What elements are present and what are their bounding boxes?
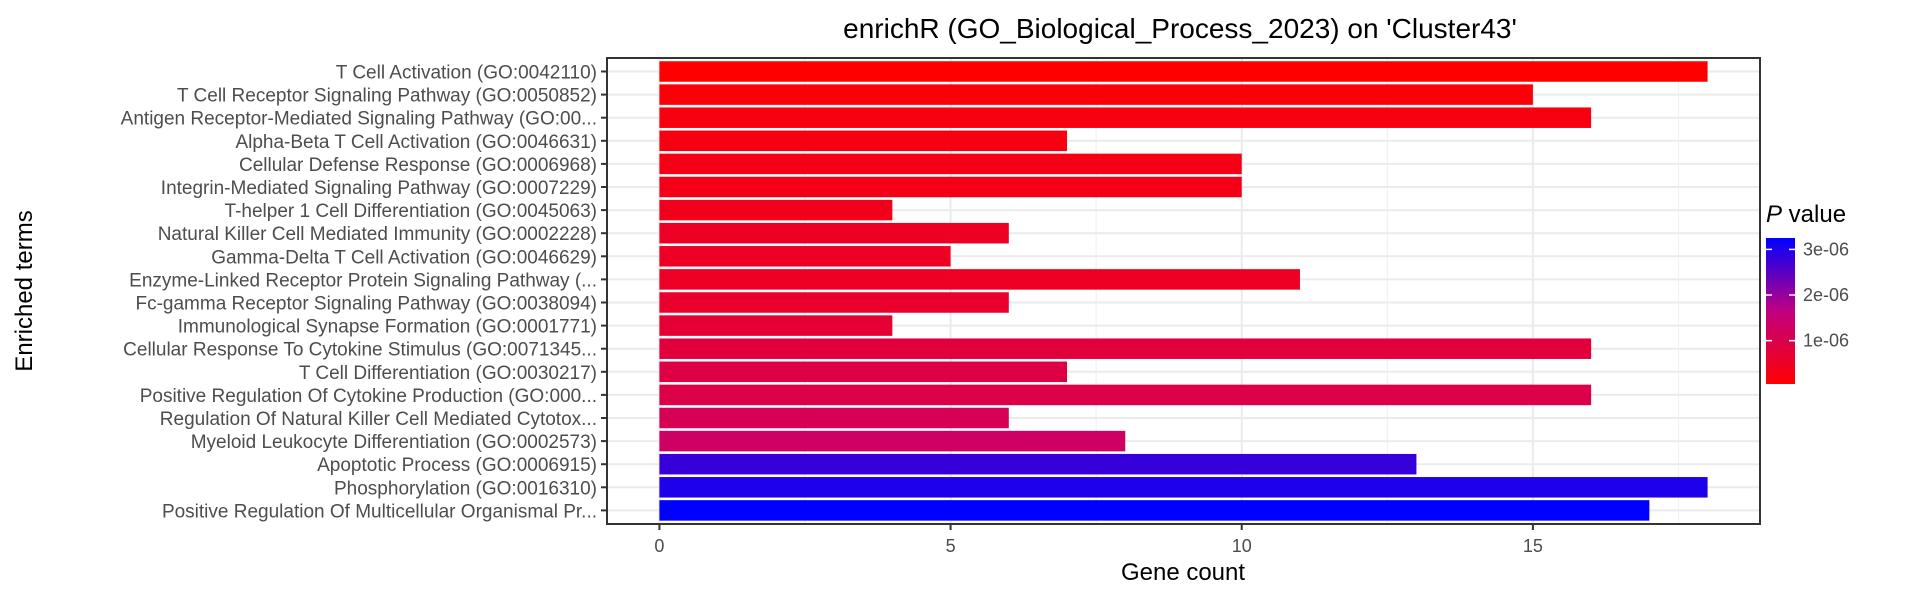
x-axis-title: Gene count xyxy=(1121,559,1245,586)
bar-layer xyxy=(659,61,1708,521)
y-tick-label-12: Cellular Response To Cytokine Stimulus (… xyxy=(123,340,597,361)
y-tick-label-9: Enzyme-Linked Receptor Protein Signaling… xyxy=(129,270,597,291)
bar-1 xyxy=(659,84,1533,105)
x-tick-label-0: 0 xyxy=(654,536,664,556)
x-tick-label-3: 15 xyxy=(1523,536,1543,556)
y-tick-label-3: Alpha-Beta T Cell Activation (GO:0046631… xyxy=(235,132,597,153)
y-tick-label-4: Cellular Defense Response (GO:0006968) xyxy=(239,155,597,176)
legend-label-1: 2e-06 xyxy=(1803,285,1849,305)
y-tick-label-0: T Cell Activation (GO:0042110) xyxy=(336,63,597,84)
y-tick-label-11: Immunological Synapse Formation (GO:0001… xyxy=(178,317,597,338)
y-tick-label-15: Regulation Of Natural Killer Cell Mediat… xyxy=(160,409,597,430)
legend-title-value: value xyxy=(1782,201,1846,228)
bar-9 xyxy=(659,269,1300,290)
bar-12 xyxy=(659,338,1592,359)
bar-10 xyxy=(659,292,1009,313)
plot-border xyxy=(606,57,1761,525)
bar-18 xyxy=(659,477,1708,498)
y-tick-label-6: T-helper 1 Cell Differentiation (GO:0045… xyxy=(225,201,597,222)
y-axis: T Cell Activation (GO:0042110)T Cell Rec… xyxy=(121,63,607,522)
chart-title: enrichR (GO_Biological_Process_2023) on … xyxy=(843,13,1517,44)
bar-13 xyxy=(659,361,1068,383)
legend: P value 3e-06 2e-06 1e-06 xyxy=(1766,201,1849,384)
y-axis-title: Enriched terms xyxy=(11,210,38,371)
bar-11 xyxy=(659,315,893,336)
bar-15 xyxy=(659,407,1009,429)
bar-19 xyxy=(659,500,1650,521)
x-tick-label-1: 5 xyxy=(946,536,956,556)
bar-0 xyxy=(659,61,1708,82)
y-tick-label-10: Fc-gamma Receptor Signaling Pathway (GO:… xyxy=(135,294,597,315)
legend-colorbar xyxy=(1766,238,1795,384)
x-axis: 0 5 10 15 xyxy=(654,524,1543,556)
y-tick-label-18: Phosphorylation (GO:0016310) xyxy=(334,478,597,499)
bar-3 xyxy=(659,130,1068,152)
y-tick-label-17: Apoptotic Process (GO:0006915) xyxy=(317,455,597,476)
bar-4 xyxy=(659,153,1242,175)
legend-ticks: 3e-06 2e-06 1e-06 xyxy=(1766,239,1849,351)
bar-7 xyxy=(659,222,1009,244)
bar-5 xyxy=(659,176,1242,198)
bar-17 xyxy=(659,453,1417,475)
bar-2 xyxy=(659,107,1592,128)
bar-8 xyxy=(659,246,951,267)
y-tick-label-5: Integrin-Mediated Signaling Pathway (GO:… xyxy=(161,178,597,199)
bar-16 xyxy=(659,430,1126,452)
y-tick-label-8: Gamma-Delta T Cell Activation (GO:004662… xyxy=(211,247,597,268)
bar-14 xyxy=(659,384,1592,406)
legend-label-0: 3e-06 xyxy=(1803,239,1849,259)
bar-6 xyxy=(659,199,893,221)
legend-label-2: 1e-06 xyxy=(1803,331,1849,351)
y-tick-label-19: Positive Regulation Of Multicellular Org… xyxy=(162,501,597,522)
y-tick-label-13: T Cell Differentiation (GO:0030217) xyxy=(299,363,597,384)
y-tick-label-14: Positive Regulation Of Cytokine Producti… xyxy=(140,386,597,407)
y-tick-label-16: Myeloid Leukocyte Differentiation (GO:00… xyxy=(191,432,597,453)
y-tick-label-7: Natural Killer Cell Mediated Immunity (G… xyxy=(158,224,597,245)
legend-title: P value xyxy=(1766,201,1846,228)
x-tick-label-2: 10 xyxy=(1232,536,1252,556)
y-tick-label-1: T Cell Receptor Signaling Pathway (GO:00… xyxy=(177,86,597,107)
legend-title-p: P xyxy=(1766,201,1782,228)
y-tick-label-2: Antigen Receptor-Mediated Signaling Path… xyxy=(121,109,597,130)
